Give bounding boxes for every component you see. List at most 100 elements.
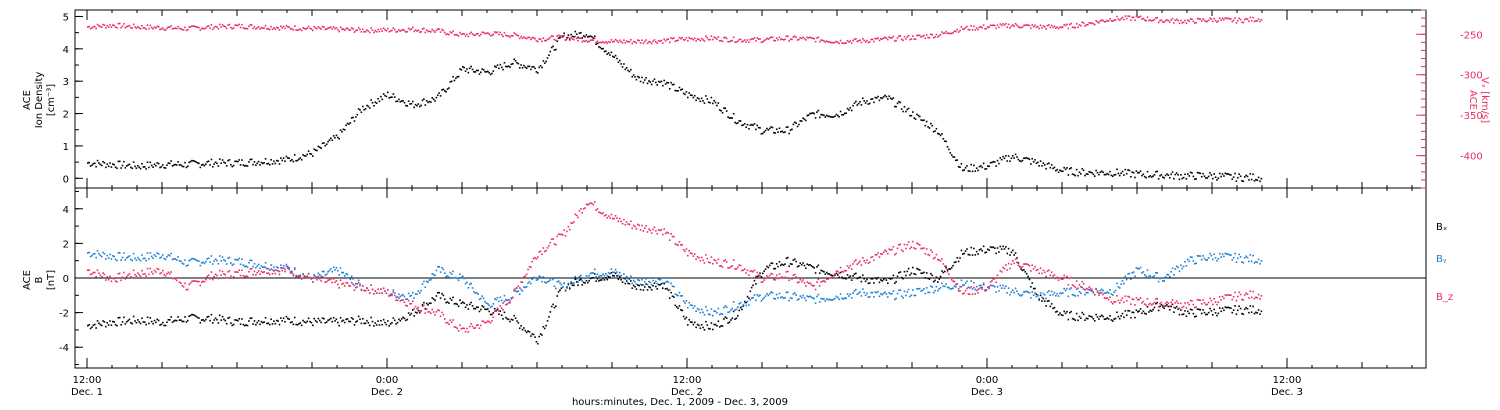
bz-point bbox=[445, 321, 447, 324]
bz-point bbox=[216, 274, 218, 277]
vx-point bbox=[557, 34, 560, 37]
bz-point bbox=[891, 248, 893, 251]
bx-point bbox=[517, 322, 520, 324]
bz-point bbox=[834, 273, 836, 275]
bx-point bbox=[1114, 317, 1117, 320]
vx-point bbox=[1250, 20, 1253, 22]
bz-point bbox=[250, 267, 253, 270]
vx-point bbox=[377, 28, 379, 31]
by-point bbox=[353, 284, 356, 287]
bz-point bbox=[621, 222, 624, 225]
ion-density-point bbox=[641, 76, 643, 79]
by-point bbox=[281, 267, 284, 269]
vx-point bbox=[728, 40, 731, 43]
bx-point bbox=[741, 308, 743, 311]
by-point bbox=[146, 252, 149, 254]
bz-point bbox=[131, 276, 134, 279]
bz-point bbox=[300, 278, 303, 280]
bz-point bbox=[105, 279, 107, 281]
vx-point bbox=[316, 27, 318, 30]
bx-point bbox=[239, 323, 242, 326]
ion-density-point bbox=[880, 97, 882, 99]
ion-density-point bbox=[1037, 161, 1039, 164]
bz-point bbox=[1187, 301, 1189, 304]
ion-density-point bbox=[867, 103, 870, 105]
bz-point bbox=[805, 285, 807, 287]
ion-density-point bbox=[1102, 171, 1104, 174]
vx-point bbox=[391, 29, 393, 32]
by-point bbox=[649, 281, 652, 284]
bz-point bbox=[1216, 303, 1218, 306]
vx-point bbox=[492, 33, 495, 36]
by-point bbox=[673, 285, 675, 288]
bz-point bbox=[1164, 302, 1167, 305]
vx-point bbox=[848, 41, 850, 43]
bx-point bbox=[1050, 303, 1053, 305]
ion-density-point bbox=[475, 69, 478, 72]
by-point bbox=[581, 280, 584, 282]
vx-point bbox=[839, 39, 842, 42]
by-point bbox=[521, 290, 524, 292]
ion-density-point bbox=[1070, 167, 1072, 169]
bz-point bbox=[723, 260, 725, 262]
vx-point bbox=[99, 25, 102, 28]
by-point bbox=[659, 278, 661, 281]
ion-density-point bbox=[367, 105, 370, 108]
by-point bbox=[777, 297, 779, 299]
by-point bbox=[737, 306, 739, 308]
bx-point bbox=[1109, 315, 1111, 317]
bx-point bbox=[516, 320, 518, 322]
bx-point bbox=[541, 334, 543, 336]
by-point bbox=[287, 265, 289, 268]
bx-point bbox=[613, 275, 615, 277]
by-point bbox=[92, 253, 95, 255]
bz-point bbox=[414, 305, 417, 308]
bz-point bbox=[412, 300, 414, 303]
by-point bbox=[430, 278, 432, 281]
vx-point bbox=[182, 28, 185, 31]
ion-density-point bbox=[559, 36, 561, 39]
ion-density-point bbox=[332, 135, 335, 137]
ion-density-point bbox=[366, 104, 368, 107]
ion-density-point bbox=[732, 112, 735, 115]
bz-point bbox=[578, 210, 581, 212]
by-point bbox=[827, 298, 829, 301]
vx-point bbox=[835, 40, 838, 43]
ion-density-point bbox=[181, 165, 184, 168]
ion-density-point bbox=[1143, 175, 1146, 178]
by-point bbox=[573, 282, 575, 284]
ion-density-point bbox=[1193, 178, 1196, 181]
by-point bbox=[923, 288, 925, 290]
vx-point bbox=[475, 33, 478, 35]
vx-point bbox=[752, 38, 754, 40]
ion-density-point bbox=[667, 82, 670, 84]
bx-point bbox=[1156, 301, 1159, 304]
by-point bbox=[428, 279, 431, 281]
vx-point bbox=[1185, 22, 1188, 24]
bx-point bbox=[742, 305, 745, 307]
bz-point bbox=[280, 267, 282, 269]
by-point bbox=[128, 255, 131, 257]
bx-point bbox=[1081, 311, 1084, 314]
bx-point bbox=[868, 282, 871, 284]
bz-point bbox=[1018, 266, 1021, 268]
ion-density-point bbox=[638, 76, 640, 79]
bx-point bbox=[1078, 315, 1081, 318]
by-point bbox=[741, 305, 743, 308]
by-point bbox=[770, 291, 772, 293]
bx-point bbox=[462, 301, 464, 304]
vx-point bbox=[932, 37, 935, 39]
bz-point bbox=[166, 272, 168, 275]
vx-point bbox=[449, 31, 452, 33]
by-point bbox=[91, 254, 93, 257]
bz-point bbox=[571, 222, 574, 224]
x-tick-time-label: 12:00 bbox=[1273, 375, 1302, 386]
ion-density-point bbox=[510, 63, 513, 66]
ion-density-point bbox=[435, 96, 438, 99]
bz-point bbox=[127, 274, 129, 276]
bz-point bbox=[791, 278, 793, 280]
vx-point bbox=[481, 31, 484, 34]
ion-density-point bbox=[917, 114, 920, 117]
ion-density-point bbox=[1213, 173, 1215, 175]
vx-point bbox=[102, 23, 104, 26]
